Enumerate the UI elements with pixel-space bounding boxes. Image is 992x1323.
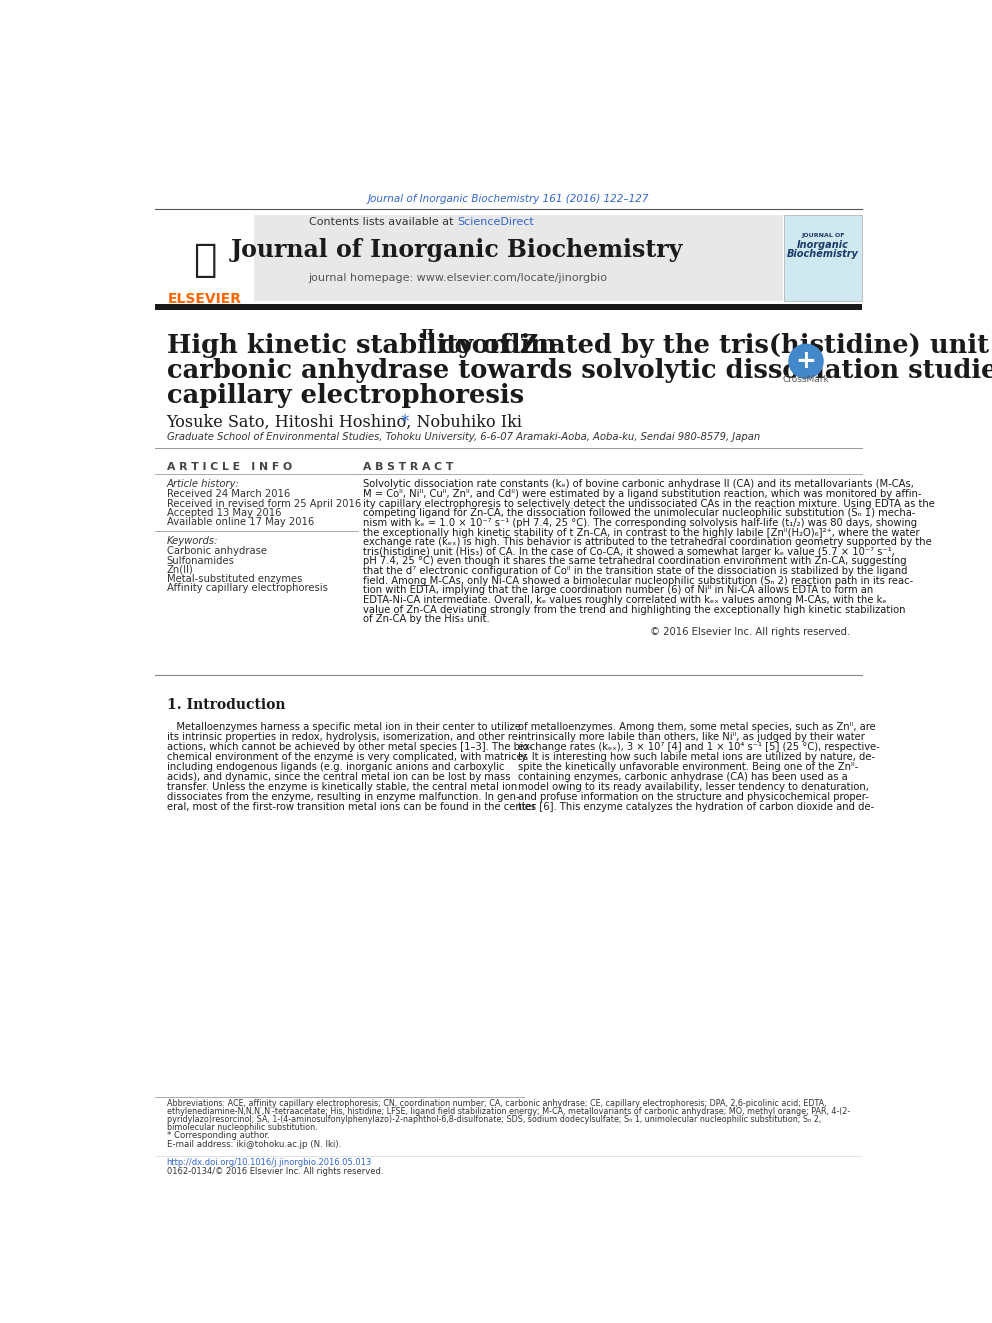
Text: Received in revised form 25 April 2016: Received in revised form 25 April 2016 bbox=[167, 499, 361, 509]
Text: chemical environment of the enzyme is very complicated, with matrices: chemical environment of the enzyme is ve… bbox=[167, 751, 528, 762]
Text: Sulfonamides: Sulfonamides bbox=[167, 556, 234, 566]
Text: exchange rates (kₑₓ), 3 × 10⁷ [4] and 1 × 10⁴ s⁻¹ [5] (25 °C), respective-: exchange rates (kₑₓ), 3 × 10⁷ [4] and 1 … bbox=[518, 742, 880, 751]
Text: Solvolytic dissociation rate constants (kₑ) of bovine carbonic anhydrase II (CA): Solvolytic dissociation rate constants (… bbox=[363, 479, 914, 490]
Text: Biochemistry: Biochemistry bbox=[787, 249, 859, 259]
Text: transfer. Unless the enzyme is kinetically stable, the central metal ion: transfer. Unless the enzyme is kinetical… bbox=[167, 782, 517, 792]
Text: ties [6]. This enzyme catalyzes the hydration of carbon dioxide and de-: ties [6]. This enzyme catalyzes the hydr… bbox=[518, 802, 874, 812]
Text: pyridylazo)resorcinol; SA, 1-(4-aminosulfonylphenylazo)-2-naphthol-6,8-disulfona: pyridylazo)resorcinol; SA, 1-(4-aminosul… bbox=[167, 1115, 820, 1125]
Text: dissociates from the enzyme, resulting in enzyme malfunction. In gen-: dissociates from the enzyme, resulting i… bbox=[167, 792, 519, 802]
Text: actions, which cannot be achieved by other metal species [1–3]. The bio-: actions, which cannot be achieved by oth… bbox=[167, 742, 532, 751]
Text: and profuse information on the structure and physicochemical proper-: and profuse information on the structure… bbox=[518, 792, 869, 802]
Text: Zn(II): Zn(II) bbox=[167, 565, 193, 576]
Text: Affinity capillary electrophoresis: Affinity capillary electrophoresis bbox=[167, 583, 327, 594]
Text: ELSEVIER: ELSEVIER bbox=[168, 292, 242, 306]
Text: value of Zn-CA deviating strongly from the trend and highlighting the exceptiona: value of Zn-CA deviating strongly from t… bbox=[363, 605, 905, 615]
Text: http://dx.doi.org/10.1016/j.jinorgbio.2016.05.013: http://dx.doi.org/10.1016/j.jinorgbio.20… bbox=[167, 1158, 372, 1167]
Text: spite the kinetically unfavorable environment. Being one of the Znᴵᴵ-: spite the kinetically unfavorable enviro… bbox=[518, 762, 858, 773]
Text: journal homepage: www.elsevier.com/locate/jinorgbio: journal homepage: www.elsevier.com/locat… bbox=[308, 273, 607, 283]
Text: Graduate School of Environmental Studies, Tohoku University, 6-6-07 Aramaki-Aoba: Graduate School of Environmental Studies… bbox=[167, 433, 760, 442]
Text: coordinated by the tris(histidine) unit of: coordinated by the tris(histidine) unit … bbox=[431, 333, 992, 359]
Text: intrinsically more labile than others, like Niᴵᴵ, as judged by their water: intrinsically more labile than others, l… bbox=[518, 732, 865, 742]
Text: bimolecular nucleophilic substitution.: bimolecular nucleophilic substitution. bbox=[167, 1123, 317, 1132]
Text: Carbonic anhydrase: Carbonic anhydrase bbox=[167, 546, 267, 557]
Text: of metalloenzymes. Among them, some metal species, such as Znᴵᴵ, are: of metalloenzymes. Among them, some meta… bbox=[518, 722, 876, 732]
Text: *: * bbox=[396, 414, 409, 430]
Bar bbox=[155, 214, 254, 302]
Text: Received 24 March 2016: Received 24 March 2016 bbox=[167, 490, 290, 500]
Text: the exceptionally high kinetic stability of t Zn-CA, in contrast to the highly l: the exceptionally high kinetic stability… bbox=[363, 528, 920, 537]
Text: ScienceDirect: ScienceDirect bbox=[457, 217, 534, 228]
Text: competing ligand for Zn-CA, the dissociation followed the unimolecular nucleophi: competing ligand for Zn-CA, the dissocia… bbox=[363, 508, 916, 519]
Text: CrossMark: CrossMark bbox=[783, 376, 829, 384]
Text: JOURNAL OF: JOURNAL OF bbox=[802, 233, 845, 238]
Text: Article history:: Article history: bbox=[167, 479, 239, 490]
Text: 🌲: 🌲 bbox=[192, 241, 216, 279]
Text: © 2016 Elsevier Inc. All rights reserved.: © 2016 Elsevier Inc. All rights reserved… bbox=[650, 627, 850, 636]
Bar bbox=[155, 303, 862, 311]
Text: Journal of Inorganic Biochemistry 161 (2016) 122–127: Journal of Inorganic Biochemistry 161 (2… bbox=[368, 193, 649, 204]
Text: M = Coᴵᴵ, Niᴵᴵ, Cuᴵᴵ, Znᴵᴵ, and Cdᴵᴵ) were estimated by a ligand substitution re: M = Coᴵᴵ, Niᴵᴵ, Cuᴵᴵ, Znᴵᴵ, and Cdᴵᴵ) we… bbox=[363, 490, 922, 499]
Text: containing enzymes, carbonic anhydrase (CA) has been used as a: containing enzymes, carbonic anhydrase (… bbox=[518, 773, 847, 782]
Text: Keywords:: Keywords: bbox=[167, 536, 218, 546]
Text: +: + bbox=[796, 349, 816, 373]
Text: model owing to its ready availability, lesser tendency to denaturation,: model owing to its ready availability, l… bbox=[518, 782, 869, 792]
Text: High kinetic stability of Zn: High kinetic stability of Zn bbox=[167, 333, 557, 359]
Text: exchange rate (kₑₓ) is high. This behavior is attributed to the tetrahedral coor: exchange rate (kₑₓ) is high. This behavi… bbox=[363, 537, 931, 548]
Text: Available online 17 May 2016: Available online 17 May 2016 bbox=[167, 517, 313, 527]
Text: Metal-substituted enzymes: Metal-substituted enzymes bbox=[167, 574, 302, 585]
Text: pH 7.4, 25 °C) even though it shares the same tetrahedral coordination environme: pH 7.4, 25 °C) even though it shares the… bbox=[363, 557, 907, 566]
Text: carbonic anhydrase towards solvolytic dissociation studied by affinity: carbonic anhydrase towards solvolytic di… bbox=[167, 359, 992, 384]
Text: tris(histidine) unit (His₃) of CA. In the case of Co-CA, it showed a somewhat la: tris(histidine) unit (His₃) of CA. In th… bbox=[363, 546, 895, 557]
Text: Abbreviations: ACE, affinity capillary electrophoresis; CN, coordination number;: Abbreviations: ACE, affinity capillary e… bbox=[167, 1099, 826, 1109]
Text: Inorganic: Inorganic bbox=[798, 239, 849, 250]
Text: A R T I C L E   I N F O: A R T I C L E I N F O bbox=[167, 462, 292, 472]
Text: field. Among M-CAs, only Ni-CA showed a bimolecular nucleophilic substitution (S: field. Among M-CAs, only Ni-CA showed a … bbox=[363, 576, 913, 586]
Text: Journal of Inorganic Biochemistry: Journal of Inorganic Biochemistry bbox=[231, 238, 683, 262]
Text: E-mail address: iki@tohoku.ac.jp (N. Iki).: E-mail address: iki@tohoku.ac.jp (N. Iki… bbox=[167, 1140, 341, 1148]
Text: A B S T R A C T: A B S T R A C T bbox=[363, 462, 453, 472]
Text: including endogenous ligands (e.g. inorganic anions and carboxylic: including endogenous ligands (e.g. inorg… bbox=[167, 762, 504, 773]
Text: Accepted 13 May 2016: Accepted 13 May 2016 bbox=[167, 508, 281, 519]
Text: ethylenediamine-N,N,N′,N′-tetraacetate; His, histidine; LFSE, ligand field stabi: ethylenediamine-N,N,N′,N′-tetraacetate; … bbox=[167, 1107, 850, 1117]
Text: nism with kₑ = 1.0 × 10⁻⁷ s⁻¹ (pH 7.4, 25 °C). The corresponding solvolysis half: nism with kₑ = 1.0 × 10⁻⁷ s⁻¹ (pH 7.4, 2… bbox=[363, 519, 917, 528]
Bar bbox=[785, 214, 862, 302]
Text: that the d⁷ electronic configuration of Coᴵᴵ in the transition state of the diss: that the d⁷ electronic configuration of … bbox=[363, 566, 908, 576]
Text: 0162-0134/© 2016 Elsevier Inc. All rights reserved.: 0162-0134/© 2016 Elsevier Inc. All right… bbox=[167, 1167, 383, 1176]
Text: 1. Introduction: 1. Introduction bbox=[167, 699, 285, 713]
Text: tion with EDTA, implying that the large coordination number (6) of Niᴵᴵ in Ni-CA: tion with EDTA, implying that the large … bbox=[363, 585, 873, 595]
Text: ly. It is interesting how such labile metal ions are utilized by nature, de-: ly. It is interesting how such labile me… bbox=[518, 751, 875, 762]
Circle shape bbox=[789, 344, 823, 378]
Text: EDTA-Ni-CA intermediate. Overall, kₑ values roughly correlated with kₑₓ values a: EDTA-Ni-CA intermediate. Overall, kₑ val… bbox=[363, 595, 886, 605]
Text: capillary electrophoresis: capillary electrophoresis bbox=[167, 382, 524, 407]
Text: of Zn-CA by the His₃ unit.: of Zn-CA by the His₃ unit. bbox=[363, 614, 489, 624]
Text: Metalloenzymes harness a specific metal ion in their center to utilize: Metalloenzymes harness a specific metal … bbox=[167, 722, 521, 732]
Text: * Corresponding author.: * Corresponding author. bbox=[167, 1131, 270, 1139]
Text: II: II bbox=[420, 329, 434, 343]
Text: ity capillary electrophoresis to selectively detect the undissociated CAs in the: ity capillary electrophoresis to selecti… bbox=[363, 499, 934, 509]
Bar bbox=[155, 214, 783, 302]
Text: eral, most of the first-row transition metal ions can be found in the center: eral, most of the first-row transition m… bbox=[167, 802, 536, 812]
Text: acids), and dynamic, since the central metal ion can be lost by mass: acids), and dynamic, since the central m… bbox=[167, 773, 510, 782]
Text: Yosuke Sato, Hitoshi Hoshino, Nobuhiko Iki: Yosuke Sato, Hitoshi Hoshino, Nobuhiko I… bbox=[167, 414, 523, 430]
Text: Contents lists available at: Contents lists available at bbox=[310, 217, 457, 228]
Text: its intrinsic properties in redox, hydrolysis, isomerization, and other re-: its intrinsic properties in redox, hydro… bbox=[167, 732, 521, 742]
